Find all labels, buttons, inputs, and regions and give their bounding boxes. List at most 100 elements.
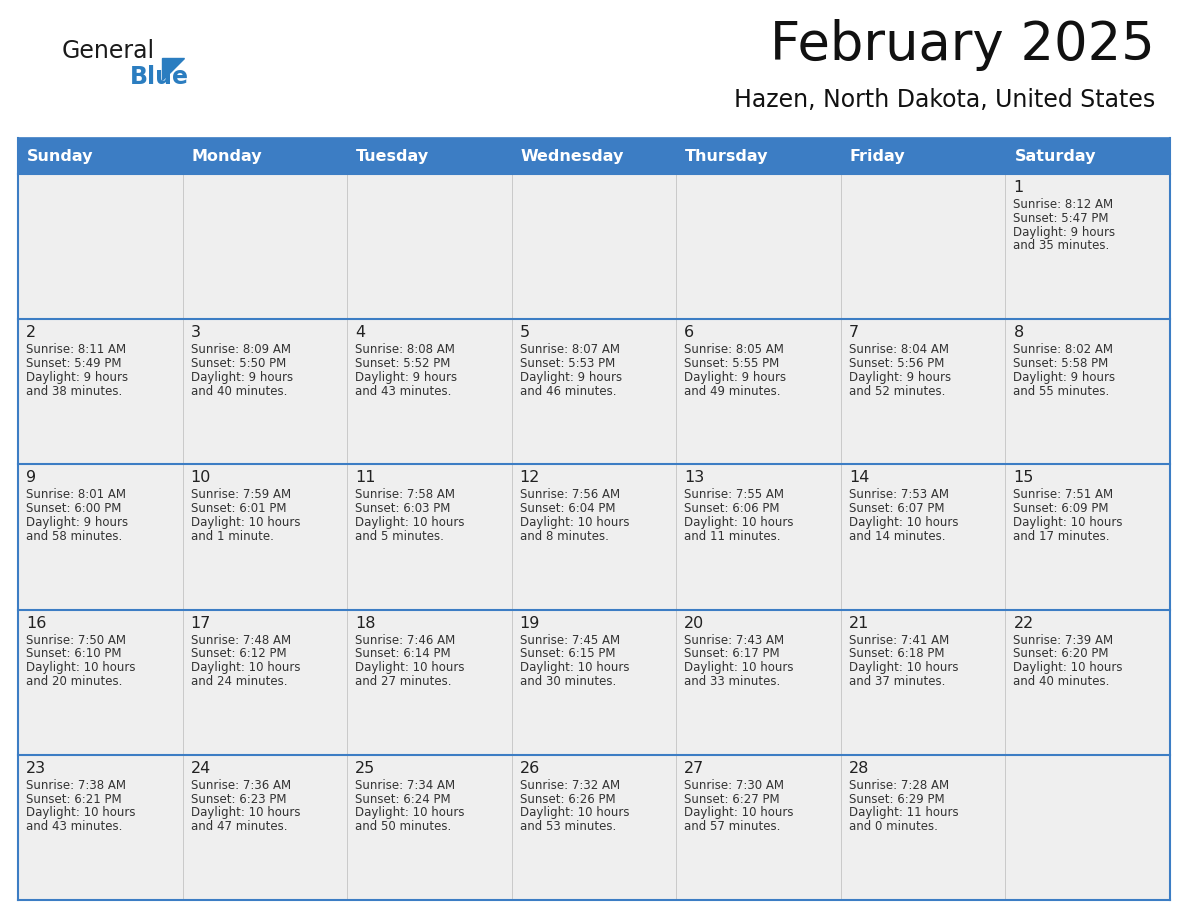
- Text: Sunset: 6:26 PM: Sunset: 6:26 PM: [519, 792, 615, 806]
- Text: Monday: Monday: [191, 149, 263, 163]
- Text: 14: 14: [849, 470, 870, 486]
- Text: 28: 28: [849, 761, 870, 776]
- Text: Sunset: 5:56 PM: Sunset: 5:56 PM: [849, 357, 944, 370]
- Text: and 1 minute.: and 1 minute.: [190, 530, 273, 543]
- Text: 3: 3: [190, 325, 201, 341]
- Bar: [841, 138, 1005, 174]
- Text: and 24 minutes.: and 24 minutes.: [190, 675, 287, 688]
- Text: Sunrise: 7:50 AM: Sunrise: 7:50 AM: [26, 633, 126, 646]
- Bar: [1005, 319, 1170, 465]
- Text: and 50 minutes.: and 50 minutes.: [355, 820, 451, 834]
- Text: Sunrise: 7:58 AM: Sunrise: 7:58 AM: [355, 488, 455, 501]
- Text: and 38 minutes.: and 38 minutes.: [26, 385, 122, 397]
- Text: and 17 minutes.: and 17 minutes.: [1013, 530, 1110, 543]
- Text: Daylight: 9 hours: Daylight: 9 hours: [1013, 226, 1116, 239]
- Bar: [18, 174, 183, 319]
- Text: 10: 10: [190, 470, 211, 486]
- Text: 27: 27: [684, 761, 704, 776]
- Text: and 5 minutes.: and 5 minutes.: [355, 530, 444, 543]
- Text: Sunrise: 7:56 AM: Sunrise: 7:56 AM: [519, 488, 620, 501]
- Text: Daylight: 10 hours: Daylight: 10 hours: [519, 806, 630, 820]
- Text: Sunset: 5:50 PM: Sunset: 5:50 PM: [190, 357, 286, 370]
- Text: Sunrise: 8:07 AM: Sunrise: 8:07 AM: [519, 343, 620, 356]
- Text: Sunrise: 7:55 AM: Sunrise: 7:55 AM: [684, 488, 784, 501]
- Bar: [347, 465, 512, 610]
- Text: Sunrise: 7:48 AM: Sunrise: 7:48 AM: [190, 633, 291, 646]
- Bar: [841, 465, 1005, 610]
- Text: Sunset: 5:58 PM: Sunset: 5:58 PM: [1013, 357, 1108, 370]
- Text: Sunrise: 7:36 AM: Sunrise: 7:36 AM: [190, 778, 291, 792]
- Text: Hazen, North Dakota, United States: Hazen, North Dakota, United States: [734, 88, 1155, 112]
- Bar: [347, 319, 512, 465]
- Text: Daylight: 9 hours: Daylight: 9 hours: [26, 371, 128, 384]
- Text: Sunset: 6:12 PM: Sunset: 6:12 PM: [190, 647, 286, 660]
- Bar: [183, 755, 347, 900]
- Text: 1: 1: [1013, 180, 1024, 195]
- Text: Sunset: 6:03 PM: Sunset: 6:03 PM: [355, 502, 450, 515]
- Bar: [1005, 174, 1170, 319]
- Text: Daylight: 10 hours: Daylight: 10 hours: [684, 806, 794, 820]
- Text: Daylight: 9 hours: Daylight: 9 hours: [26, 516, 128, 529]
- Text: Sunrise: 7:38 AM: Sunrise: 7:38 AM: [26, 778, 126, 792]
- Text: Daylight: 10 hours: Daylight: 10 hours: [355, 516, 465, 529]
- Text: 23: 23: [26, 761, 46, 776]
- Bar: [347, 610, 512, 755]
- Bar: [676, 319, 841, 465]
- Text: 12: 12: [519, 470, 541, 486]
- Text: 9: 9: [26, 470, 36, 486]
- Bar: [183, 174, 347, 319]
- Text: and 43 minutes.: and 43 minutes.: [26, 820, 122, 834]
- Text: Daylight: 10 hours: Daylight: 10 hours: [849, 661, 959, 674]
- Text: Daylight: 10 hours: Daylight: 10 hours: [684, 516, 794, 529]
- Text: Sunrise: 8:08 AM: Sunrise: 8:08 AM: [355, 343, 455, 356]
- Bar: [676, 465, 841, 610]
- Text: and 49 minutes.: and 49 minutes.: [684, 385, 781, 397]
- Bar: [183, 138, 347, 174]
- Text: and 47 minutes.: and 47 minutes.: [190, 820, 287, 834]
- Bar: [18, 465, 183, 610]
- Text: Sunrise: 8:11 AM: Sunrise: 8:11 AM: [26, 343, 126, 356]
- Text: 13: 13: [684, 470, 704, 486]
- Text: and 37 minutes.: and 37 minutes.: [849, 675, 946, 688]
- Text: Daylight: 9 hours: Daylight: 9 hours: [1013, 371, 1116, 384]
- Text: Sunset: 6:20 PM: Sunset: 6:20 PM: [1013, 647, 1108, 660]
- Bar: [841, 755, 1005, 900]
- Text: Sunset: 5:53 PM: Sunset: 5:53 PM: [519, 357, 615, 370]
- Text: Sunset: 6:24 PM: Sunset: 6:24 PM: [355, 792, 450, 806]
- Text: Sunrise: 7:46 AM: Sunrise: 7:46 AM: [355, 633, 455, 646]
- Text: and 8 minutes.: and 8 minutes.: [519, 530, 608, 543]
- Text: Daylight: 10 hours: Daylight: 10 hours: [190, 516, 301, 529]
- Text: Daylight: 10 hours: Daylight: 10 hours: [355, 661, 465, 674]
- Text: Sunrise: 7:34 AM: Sunrise: 7:34 AM: [355, 778, 455, 792]
- Text: Sunrise: 7:59 AM: Sunrise: 7:59 AM: [190, 488, 291, 501]
- Bar: [676, 138, 841, 174]
- Text: Daylight: 10 hours: Daylight: 10 hours: [190, 661, 301, 674]
- Text: 26: 26: [519, 761, 541, 776]
- Text: Sunrise: 7:30 AM: Sunrise: 7:30 AM: [684, 778, 784, 792]
- Bar: [676, 610, 841, 755]
- Text: and 46 minutes.: and 46 minutes.: [519, 385, 617, 397]
- Text: Friday: Friday: [849, 149, 905, 163]
- Bar: [1005, 465, 1170, 610]
- Text: Daylight: 10 hours: Daylight: 10 hours: [1013, 516, 1123, 529]
- Text: Wednesday: Wednesday: [520, 149, 624, 163]
- Text: and 33 minutes.: and 33 minutes.: [684, 675, 781, 688]
- Bar: [1005, 755, 1170, 900]
- Text: 18: 18: [355, 616, 375, 631]
- Bar: [512, 174, 676, 319]
- Polygon shape: [162, 58, 184, 80]
- Text: and 20 minutes.: and 20 minutes.: [26, 675, 122, 688]
- Text: Saturday: Saturday: [1015, 149, 1095, 163]
- Text: Sunset: 5:55 PM: Sunset: 5:55 PM: [684, 357, 779, 370]
- Text: Blue: Blue: [129, 65, 189, 89]
- Text: 15: 15: [1013, 470, 1034, 486]
- Text: Sunset: 6:27 PM: Sunset: 6:27 PM: [684, 792, 779, 806]
- Text: Sunset: 6:21 PM: Sunset: 6:21 PM: [26, 792, 121, 806]
- Text: Tuesday: Tuesday: [356, 149, 429, 163]
- Text: Sunset: 6:06 PM: Sunset: 6:06 PM: [684, 502, 779, 515]
- Text: Sunset: 6:29 PM: Sunset: 6:29 PM: [849, 792, 944, 806]
- Text: 17: 17: [190, 616, 211, 631]
- Text: Sunset: 6:23 PM: Sunset: 6:23 PM: [190, 792, 286, 806]
- Text: Daylight: 10 hours: Daylight: 10 hours: [26, 661, 135, 674]
- Text: 8: 8: [1013, 325, 1024, 341]
